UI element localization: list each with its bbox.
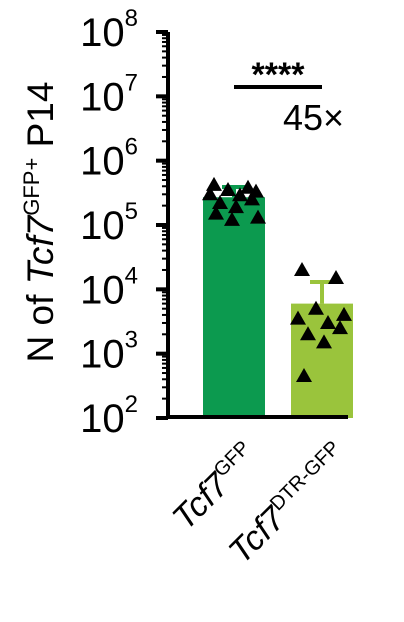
y-axis-title-prefix: N of bbox=[20, 284, 61, 362]
y-tick-exponent: 4 bbox=[125, 262, 138, 289]
significance-annotation: **** 45× bbox=[234, 56, 344, 138]
data-point bbox=[332, 320, 348, 335]
data-point bbox=[240, 179, 256, 194]
y-tick-base: 10 bbox=[80, 268, 125, 312]
bar-1 bbox=[203, 197, 265, 418]
data-point bbox=[220, 181, 236, 196]
data-point bbox=[308, 300, 324, 315]
y-tick-label: 108 bbox=[80, 5, 138, 55]
data-point bbox=[336, 306, 352, 321]
data-point bbox=[294, 261, 310, 276]
y-tick-label: 104 bbox=[80, 262, 138, 312]
fold-change-label: 45× bbox=[283, 97, 344, 138]
y-tick-label: 102 bbox=[80, 391, 138, 441]
y-tick-base: 10 bbox=[80, 333, 125, 377]
y-tick-base: 10 bbox=[80, 397, 125, 441]
data-point bbox=[250, 209, 266, 224]
data-point bbox=[296, 367, 312, 382]
data-point bbox=[300, 326, 316, 341]
data-point bbox=[244, 191, 260, 206]
x-category-superscript: DTR-GFP bbox=[266, 437, 344, 515]
y-tick-exponent: 2 bbox=[125, 391, 138, 418]
data-point bbox=[320, 314, 336, 329]
y-tick-exponent: 8 bbox=[125, 5, 138, 32]
y-tick-label: 106 bbox=[80, 134, 138, 184]
y-tick-base: 10 bbox=[80, 140, 125, 184]
y-tick-label: 107 bbox=[80, 69, 138, 119]
data-point bbox=[328, 270, 344, 285]
y-axis-title: N of Tcf7GFP+ P14 bbox=[19, 82, 61, 363]
data-point bbox=[206, 176, 222, 191]
y-tick-exponent: 6 bbox=[125, 134, 138, 161]
y-axis-title-superscript: GFP+ bbox=[19, 158, 44, 216]
y-tick-exponent: 7 bbox=[125, 69, 138, 96]
data-point bbox=[316, 334, 332, 349]
y-tick-base: 10 bbox=[80, 11, 125, 55]
y-tick-exponent: 5 bbox=[125, 198, 138, 225]
significance-stars: **** bbox=[252, 56, 306, 94]
y-tick-label: 105 bbox=[80, 198, 138, 248]
y-tick-label: 103 bbox=[80, 327, 138, 377]
data-point bbox=[232, 187, 248, 202]
data-point bbox=[212, 194, 228, 209]
y-tick-base: 10 bbox=[80, 204, 125, 248]
y-tick-base: 10 bbox=[80, 75, 125, 119]
y-axis-title-suffix: P14 bbox=[20, 82, 61, 158]
data-point bbox=[228, 199, 244, 214]
y-tick-exponent: 3 bbox=[125, 327, 138, 354]
data-point bbox=[208, 205, 224, 220]
data-point bbox=[202, 186, 218, 201]
data-point bbox=[290, 310, 306, 325]
data-point bbox=[224, 211, 240, 226]
y-axis-title-gene: Tcf7 bbox=[20, 214, 61, 284]
